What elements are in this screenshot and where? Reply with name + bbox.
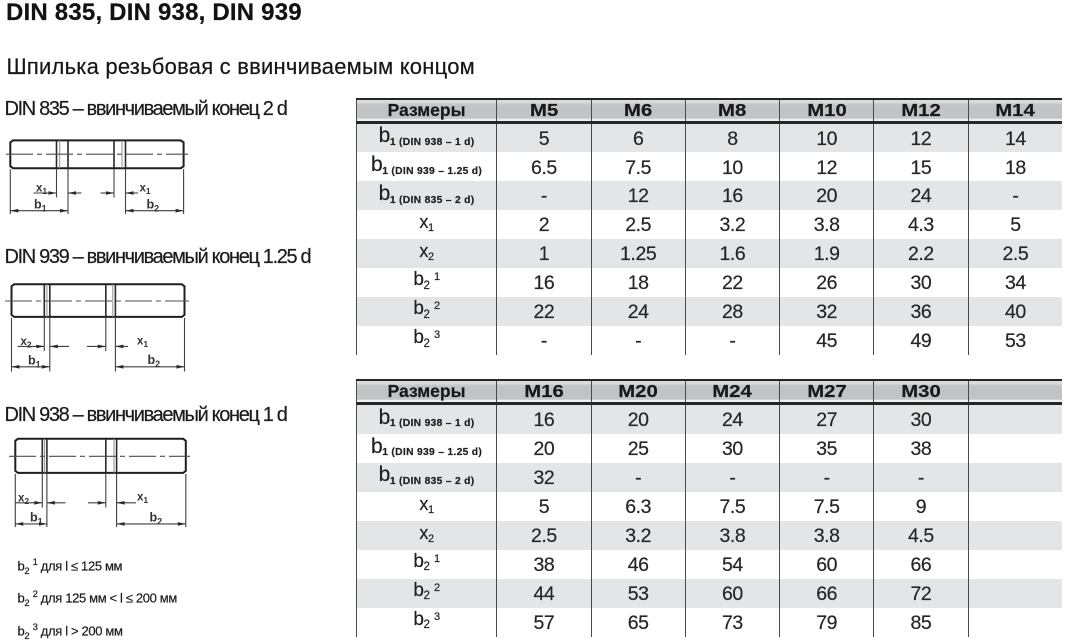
svg-text:x1: x1: [36, 183, 47, 196]
svg-text:x1: x1: [140, 183, 151, 196]
svg-text:b1: b1: [34, 198, 47, 214]
svg-text:x1: x1: [137, 492, 148, 505]
svg-text:x1: x1: [137, 336, 148, 349]
svg-text:b1: b1: [30, 511, 43, 527]
svg-text:b2: b2: [150, 511, 163, 527]
svg-text:x2: x2: [21, 336, 32, 349]
svg-text:b2: b2: [147, 198, 160, 214]
svg-text:x2: x2: [18, 493, 29, 506]
svg-text:b1: b1: [28, 354, 41, 370]
svg-text:b2: b2: [148, 353, 161, 369]
